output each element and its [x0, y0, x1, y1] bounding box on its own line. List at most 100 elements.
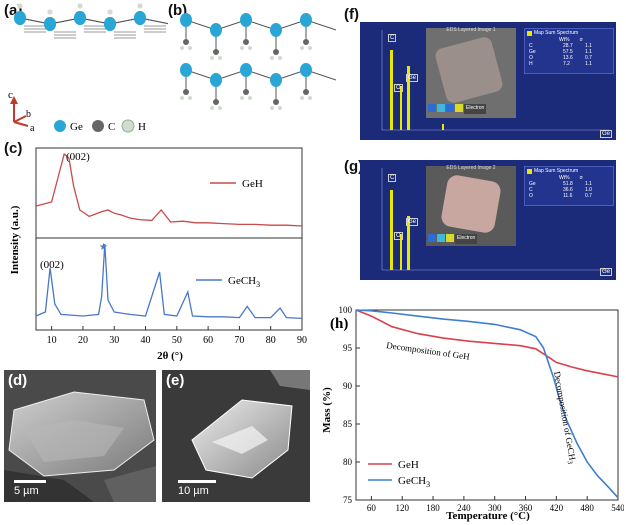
tga-series-GeCH3 — [355, 309, 619, 499]
tga-ytick: 95 — [343, 343, 353, 353]
tga-xtick: 120 — [395, 503, 409, 513]
xrd-peak-label-bottom: (002) — [40, 259, 64, 271]
eds-f-col-wt: Wt% — [559, 37, 570, 43]
eds-f-col-sigma: σ — [579, 37, 583, 43]
tga-ytick: 75 — [343, 495, 353, 505]
eds-f-legend-cell: 0.7 — [585, 55, 592, 61]
c-atom — [243, 89, 249, 95]
ge-atom — [134, 11, 146, 25]
tga-series-GeH — [355, 309, 619, 378]
xrd-ylabel: Intensity (a.u.) — [9, 205, 21, 274]
tga-xtick: 360 — [519, 503, 533, 513]
axis-a-arrow — [13, 121, 29, 127]
panel-label-f: (f) — [344, 6, 359, 23]
xrd-xtick: 30 — [109, 335, 119, 346]
panel-label-c: (c) — [4, 140, 23, 157]
eds-g-peak-o: O — [394, 232, 403, 240]
eds-f-image: EDS Layered Image 1 Electron — [426, 27, 516, 118]
xrd-peak-label-top: (002) — [66, 151, 90, 163]
h-atom — [77, 3, 83, 9]
panel-label-d: (d) — [8, 372, 28, 389]
eds-f-legend-cell: 57.5 — [563, 49, 573, 55]
eds-f-legend-cell: 1.1 — [585, 49, 592, 55]
eds-g-electron-button[interactable]: Electron — [455, 234, 478, 244]
axis-c-label: c — [8, 89, 13, 101]
eds-f-tool-2[interactable] — [437, 104, 445, 112]
xrd-xtick: 50 — [172, 335, 182, 346]
legend-ge-label: Ge — [70, 121, 83, 133]
panel-label-h: (h) — [330, 316, 348, 332]
eds-g-legend-title: Map Sum Spectrum — [534, 168, 579, 174]
c-atom — [273, 49, 279, 55]
eds-f-legend-cell: H — [529, 61, 533, 67]
c-atom — [243, 39, 249, 45]
eds-f-tool-1[interactable] — [428, 104, 436, 112]
eds-f-tool-4[interactable] — [455, 104, 463, 112]
legend-c-label: C — [108, 121, 115, 133]
eds-g-legend-row: Ge 51.8 1.1 — [525, 181, 613, 187]
h-atom — [240, 46, 244, 50]
eds-g-peak-c: C — [388, 174, 397, 182]
eds-g-tool-3[interactable] — [446, 234, 454, 242]
eds-g-legend-row: O 11.6 0.7 — [525, 193, 613, 199]
tga-xtick: 60 — [367, 503, 377, 513]
c-atom — [303, 89, 309, 95]
eds-f-electron-button[interactable]: Electron — [464, 104, 487, 114]
eds-g-legend-cell: 1.1 — [585, 181, 592, 187]
ge-atom — [240, 63, 252, 77]
eds-f-legend-row: Ge 57.5 1.1 — [525, 49, 613, 55]
eds-g-tool-2[interactable] — [437, 234, 445, 242]
eds-f-toolbar: Electron — [428, 104, 487, 114]
h-atom — [210, 106, 214, 110]
eds-g-col-sigma: σ — [579, 175, 583, 181]
xrd-series-GeH — [35, 152, 303, 227]
eds-f-tool-3[interactable] — [446, 104, 454, 112]
c-atom — [303, 39, 309, 45]
eds-g-legend-cell: C — [529, 187, 533, 193]
ge-atom — [44, 17, 56, 31]
h-atom — [278, 56, 282, 60]
crystal-structure-a: c b a Ge C H — [8, 3, 168, 134]
scalebar-e-label: 10 µm — [178, 485, 209, 497]
eds-f-legend-cell: 28.7 — [563, 43, 573, 49]
tga-annot-geh: Decomposition of GeH — [386, 340, 471, 362]
h-atom — [308, 96, 312, 100]
legend-ge-dot — [54, 120, 66, 132]
h-atom — [180, 46, 184, 50]
xrd-bottom-frame — [35, 237, 303, 331]
eds-f-legend: Map Sum Spectrum Wt% σ C 28.7 1.1 Ge 57.5 1.1 O… — [524, 28, 614, 74]
tga-xtick: 240 — [457, 503, 471, 513]
tga-legend-geh: GeH — [398, 459, 419, 471]
xrd-xtick: 20 — [78, 335, 88, 346]
eds-g-legend-cell: 11.6 — [563, 193, 573, 199]
axis-c-arrowhead — [10, 96, 18, 104]
tga-legend-gech3: GeCH3 — [398, 475, 430, 489]
eds-panel-f: C O Ge Ge EDS Layered Image 1 Electron M… — [360, 22, 616, 140]
crystal-structure-b — [180, 13, 337, 110]
tga-xtick: 180 — [426, 503, 440, 513]
tga-ylabel: Mass (%) — [321, 387, 333, 433]
h-atom — [240, 96, 244, 100]
tga-ytick: 85 — [343, 419, 353, 429]
eds-f-peak-o: O — [394, 84, 403, 92]
eds-g-image: EDS Layered Image 2 Electron — [426, 165, 516, 246]
h-atom — [248, 46, 252, 50]
c-atom — [213, 99, 219, 105]
eds-f-legend-cell: 7.2 — [563, 61, 570, 67]
panel-label-g: (g) — [344, 158, 364, 175]
xrd-series-GeCH3 — [35, 243, 303, 320]
tga-xtick: 420 — [550, 503, 564, 513]
scalebar-d-label: 5 µm — [14, 485, 39, 497]
h-atom — [188, 46, 192, 50]
eds-g-col-wt: Wt% — [559, 175, 570, 181]
h-atom — [218, 106, 222, 110]
xrd-legend-gech3: GeCH3 — [228, 275, 260, 289]
eds-f-grain — [433, 35, 505, 105]
ge-atom — [270, 23, 282, 37]
ge-atom — [180, 63, 192, 77]
eds-g-tool-1[interactable] — [428, 234, 436, 242]
eds-g-toolbar: Electron — [428, 234, 478, 244]
h-atom — [47, 9, 53, 15]
eds-f-legend-cell: C — [529, 43, 533, 49]
sem-image-e: 10 µm (e) — [162, 370, 310, 502]
